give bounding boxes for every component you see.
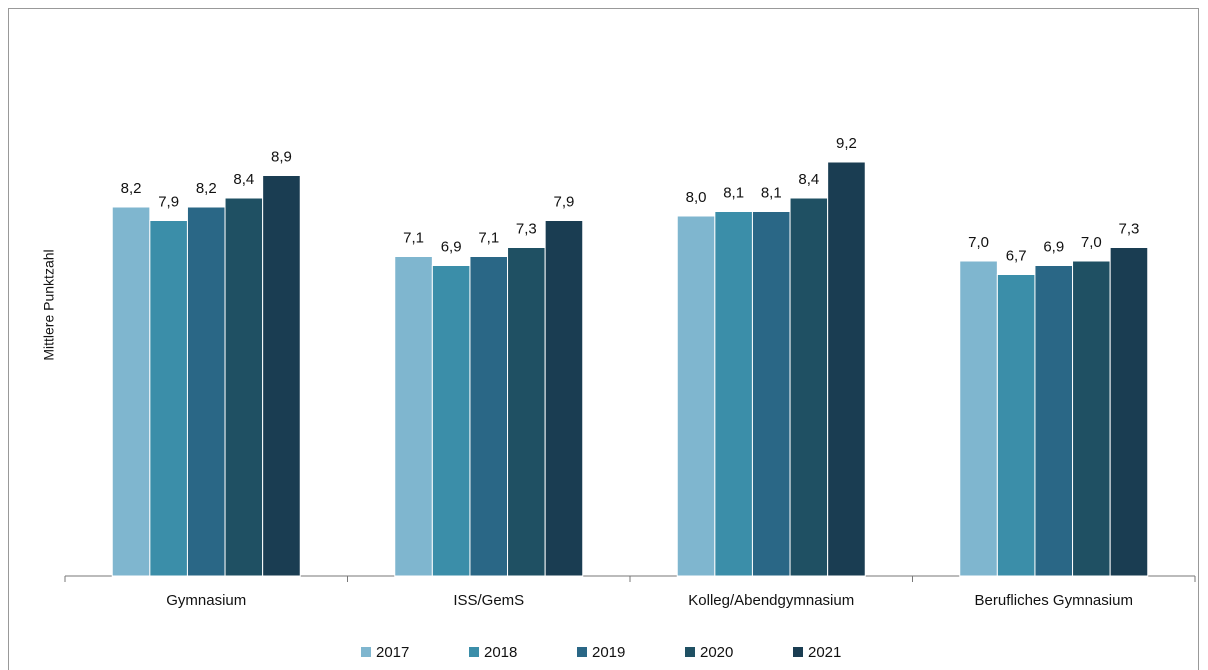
value-label: 8,4 — [798, 171, 819, 188]
bar — [676, 215, 716, 577]
bar — [262, 175, 301, 577]
bar — [544, 220, 584, 577]
bar — [431, 265, 471, 577]
bar — [507, 247, 546, 577]
value-label: 8,2 — [196, 180, 217, 197]
bar — [394, 256, 433, 577]
value-label: 8,1 — [761, 184, 782, 201]
legend-swatch — [469, 647, 479, 657]
value-label: 7,3 — [1119, 220, 1140, 237]
bar — [1109, 247, 1149, 577]
value-label: 7,0 — [968, 234, 989, 251]
legend-swatch — [361, 647, 371, 657]
bar — [111, 206, 151, 577]
value-label: 8,0 — [686, 189, 707, 206]
y-axis-label: Mittlere Punktzahl — [41, 249, 57, 360]
legend-swatch — [793, 647, 803, 657]
value-label: 7,0 — [1081, 234, 1102, 251]
bar — [959, 260, 998, 577]
value-label: 6,9 — [441, 238, 462, 255]
value-label: 6,7 — [1006, 247, 1027, 264]
legend-label: 2019 — [592, 644, 625, 661]
chart-border — [8, 8, 1199, 670]
bar — [996, 274, 1036, 577]
value-label: 8,2 — [121, 180, 142, 197]
legend-swatch — [685, 647, 695, 657]
bar — [751, 211, 791, 577]
value-label: 7,1 — [403, 229, 424, 246]
bar — [186, 206, 226, 577]
value-label: 7,9 — [554, 193, 575, 210]
legend-label: 2020 — [700, 644, 733, 661]
bar — [789, 197, 829, 577]
x-tick-label: Gymnasium — [166, 592, 246, 609]
legend-swatch — [577, 647, 587, 657]
legend-label: 2018 — [484, 644, 517, 661]
bar — [714, 211, 753, 577]
value-label: 6,9 — [1043, 238, 1064, 255]
bar — [1034, 265, 1074, 577]
value-label: 8,9 — [271, 148, 292, 165]
bar — [149, 220, 188, 577]
value-label: 8,1 — [723, 184, 744, 201]
value-label: 8,4 — [233, 171, 254, 188]
legend-label: 2017 — [376, 644, 409, 661]
x-tick-label: Kolleg/Abendgymnasium — [688, 592, 854, 609]
x-tick-label: ISS/GemS — [453, 592, 524, 609]
value-label: 9,2 — [836, 135, 857, 152]
value-label: 7,1 — [478, 229, 499, 246]
bar — [224, 197, 264, 577]
bar — [469, 256, 509, 577]
x-tick-label: Berufliches Gymnasium — [975, 592, 1133, 609]
bar — [1072, 260, 1111, 577]
bar — [827, 161, 866, 577]
value-label: 7,9 — [158, 193, 179, 210]
legend-label: 2021 — [808, 644, 841, 661]
value-label: 7,3 — [516, 220, 537, 237]
